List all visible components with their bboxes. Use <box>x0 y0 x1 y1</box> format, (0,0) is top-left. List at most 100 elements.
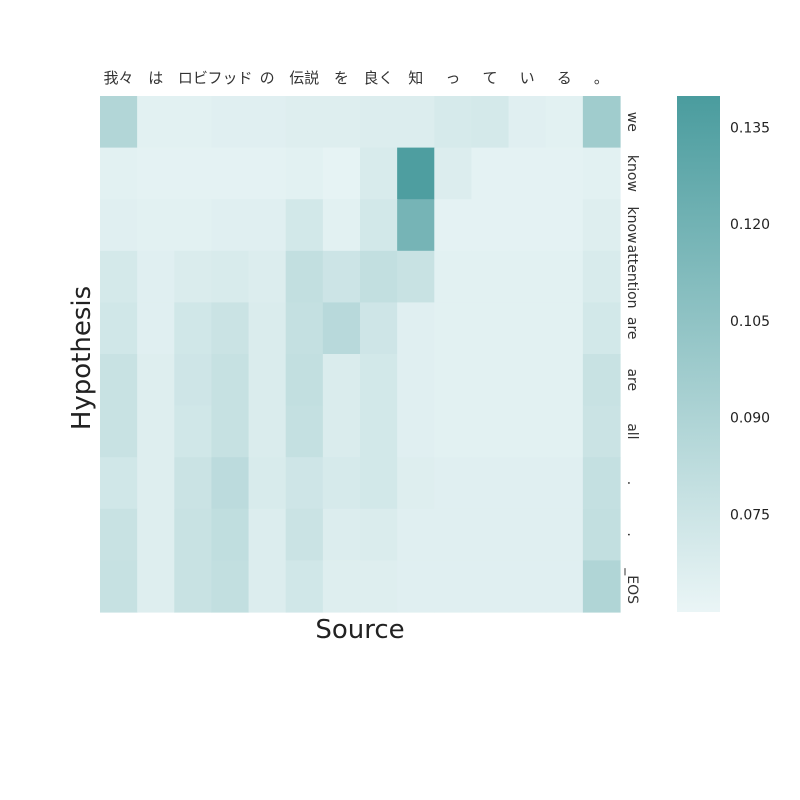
heatmap-cell <box>471 508 510 561</box>
y-tick-label: are <box>624 368 640 391</box>
heatmap-cell <box>248 508 287 561</box>
heatmap-cell <box>137 508 175 561</box>
heatmap-cell <box>248 457 287 510</box>
heatmap-cell <box>397 508 435 561</box>
x-tick-label: る <box>557 69 572 87</box>
heatmap-cell <box>322 147 361 200</box>
heatmap-cell <box>211 508 250 561</box>
heatmap-cell <box>322 354 361 407</box>
heatmap-cell <box>174 199 213 252</box>
heatmap-cell <box>137 560 175 613</box>
heatmap-cell <box>100 199 138 252</box>
heatmap-cell <box>322 199 361 252</box>
y-tick-label: . <box>624 481 640 485</box>
heatmap-cell <box>471 560 510 613</box>
heatmap-cell <box>434 302 473 355</box>
heatmap-cell <box>211 354 250 407</box>
y-tick-label: attention <box>624 245 640 309</box>
heatmap-cell <box>137 250 175 303</box>
x-tick-label: 知 <box>408 69 423 87</box>
colorbar-tick-label: 0.135 <box>730 120 770 136</box>
heatmap-cell <box>582 457 621 510</box>
heatmap-cell <box>137 147 175 200</box>
heatmap-cell <box>100 250 138 303</box>
heatmap-cell <box>174 302 213 355</box>
heatmap-cell <box>100 302 138 355</box>
heatmap-cell <box>360 147 398 200</box>
heatmap-cell <box>211 147 250 200</box>
heatmap-cell <box>508 354 547 407</box>
colorbar-tick-label: 0.120 <box>730 217 770 233</box>
heatmap-cell <box>248 96 287 149</box>
heatmap-cell <box>322 302 361 355</box>
y-tick-label: know <box>624 155 640 192</box>
heatmap-cell <box>137 302 175 355</box>
heatmap-cell <box>360 457 398 510</box>
heatmap-cell <box>434 457 473 510</box>
heatmap-cell <box>360 250 398 303</box>
heatmap-cell <box>545 250 584 303</box>
heatmap-cell <box>397 457 435 510</box>
heatmap-cell <box>100 560 138 613</box>
heatmap-cell <box>397 560 435 613</box>
x-tick-label: っ <box>445 69 460 87</box>
colorbar-tick-label: 0.105 <box>730 314 770 330</box>
heatmap-cell <box>545 405 584 458</box>
heatmap-cell <box>360 508 398 561</box>
heatmap-cell <box>360 96 398 149</box>
heatmap-cell <box>582 250 621 303</box>
heatmap-cell <box>508 199 547 252</box>
heatmap-cell <box>360 302 398 355</box>
heatmap-cell <box>285 199 324 252</box>
heatmap-cell <box>248 199 287 252</box>
heatmap-cell <box>100 147 138 200</box>
heatmap-cell <box>471 199 510 252</box>
heatmap-cell <box>508 457 547 510</box>
heatmap-cell <box>137 354 175 407</box>
heatmap-cell <box>508 96 547 149</box>
x-tick-label: て <box>482 69 497 87</box>
heatmap-cell <box>248 354 287 407</box>
heatmap-cell <box>174 560 213 613</box>
colorbar-tick-label: 0.090 <box>730 411 770 427</box>
heatmap-cell <box>285 508 324 561</box>
heatmap-cell <box>545 560 584 613</box>
heatmap-cell <box>174 508 213 561</box>
heatmap-cell <box>508 560 547 613</box>
heatmap-cell <box>248 250 287 303</box>
heatmap-cell <box>508 405 547 458</box>
heatmap-cell <box>434 354 473 407</box>
heatmap-cell <box>322 96 361 149</box>
heatmap-cell <box>360 560 398 613</box>
y-axis-label: Hypothesis <box>67 286 97 430</box>
heatmap-cell <box>508 508 547 561</box>
heatmap-cell <box>582 302 621 355</box>
heatmap-cell <box>137 405 175 458</box>
heatmap-cell <box>545 457 584 510</box>
y-tick-label: know <box>624 207 640 244</box>
heatmap-cell <box>248 405 287 458</box>
x-tick-label: い <box>520 69 535 87</box>
heatmap-cell <box>100 354 138 407</box>
heatmap-cell <box>397 147 435 200</box>
heatmap-cell <box>211 250 250 303</box>
heatmap-cell <box>137 96 175 149</box>
heatmap-cell <box>545 199 584 252</box>
heatmap-cell <box>285 354 324 407</box>
heatmap-cell <box>174 457 213 510</box>
x-tick-label: 。 <box>594 69 609 87</box>
heatmap-cell <box>174 250 213 303</box>
heatmap-cell <box>174 147 213 200</box>
heatmap-cell <box>434 405 473 458</box>
heatmap-cell <box>100 96 138 149</box>
heatmap-cell <box>248 560 287 613</box>
y-tick-label: we <box>624 112 640 132</box>
heatmap-cell <box>360 354 398 407</box>
heatmap-cell <box>471 354 510 407</box>
heatmap-cell <box>397 96 435 149</box>
heatmap-cell <box>248 147 287 200</box>
heatmap-cell <box>285 96 324 149</box>
heatmap-cell <box>322 405 361 458</box>
heatmap-cell <box>508 147 547 200</box>
